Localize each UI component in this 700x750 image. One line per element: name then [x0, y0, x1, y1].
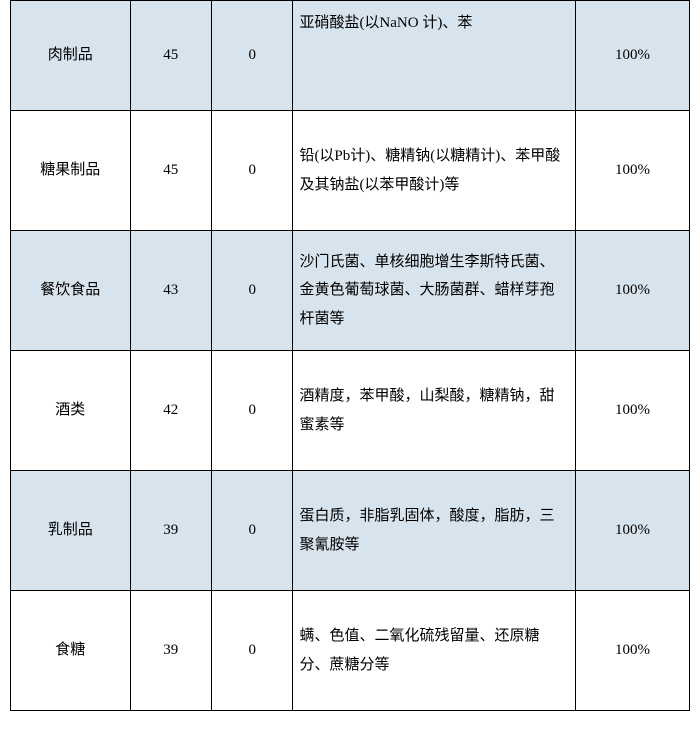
cell-description: 亚硝酸盐(以NaNO 计)、苯	[293, 1, 575, 111]
cell-percent: 100%	[575, 471, 689, 591]
table-row: 糖果制品450铅(以Pb计)、糖精钠(以糖精计)、苯甲酸及其钠盐(以苯甲酸计)等…	[11, 111, 690, 231]
cell-percent: 100%	[575, 231, 689, 351]
cell-count1: 39	[130, 471, 211, 591]
cell-count1: 43	[130, 231, 211, 351]
cell-count2: 0	[211, 591, 292, 711]
cell-count2: 0	[211, 351, 292, 471]
cell-description: 蛋白质，非脂乳固体，酸度，脂肪，三聚氰胺等	[293, 471, 575, 591]
cell-percent: 100%	[575, 591, 689, 711]
cell-description: 铅(以Pb计)、糖精钠(以糖精计)、苯甲酸及其钠盐(以苯甲酸计)等	[293, 111, 575, 231]
table-row: 肉制品450亚硝酸盐(以NaNO 计)、苯100%	[11, 1, 690, 111]
cell-count2: 0	[211, 111, 292, 231]
cell-count2: 0	[211, 471, 292, 591]
cell-count2: 0	[211, 231, 292, 351]
cell-percent: 100%	[575, 111, 689, 231]
cell-description: 沙门氏菌、单核细胞增生李斯特氏菌、金黄色葡萄球菌、大肠菌群、蜡样芽孢杆菌等	[293, 231, 575, 351]
cell-description: 酒精度，苯甲酸，山梨酸，糖精钠，甜蜜素等	[293, 351, 575, 471]
cell-count1: 45	[130, 111, 211, 231]
cell-category: 餐饮食品	[11, 231, 131, 351]
table-row: 餐饮食品430沙门氏菌、单核细胞增生李斯特氏菌、金黄色葡萄球菌、大肠菌群、蜡样芽…	[11, 231, 690, 351]
cell-category: 酒类	[11, 351, 131, 471]
cell-percent: 100%	[575, 1, 689, 111]
table-row: 食糖390螨、色值、二氧化硫残留量、还原糖分、蔗糖分等100%	[11, 591, 690, 711]
cell-percent: 100%	[575, 351, 689, 471]
cell-category: 肉制品	[11, 1, 131, 111]
food-inspection-table: 肉制品450亚硝酸盐(以NaNO 计)、苯100%糖果制品450铅(以Pb计)、…	[10, 0, 690, 711]
cell-description: 螨、色值、二氧化硫残留量、还原糖分、蔗糖分等	[293, 591, 575, 711]
cell-category: 乳制品	[11, 471, 131, 591]
cell-category: 糖果制品	[11, 111, 131, 231]
cell-count1: 45	[130, 1, 211, 111]
cell-count2: 0	[211, 1, 292, 111]
cell-count1: 42	[130, 351, 211, 471]
cell-count1: 39	[130, 591, 211, 711]
table-row: 乳制品390蛋白质，非脂乳固体，酸度，脂肪，三聚氰胺等100%	[11, 471, 690, 591]
table-row: 酒类420酒精度，苯甲酸，山梨酸，糖精钠，甜蜜素等100%	[11, 351, 690, 471]
cell-category: 食糖	[11, 591, 131, 711]
